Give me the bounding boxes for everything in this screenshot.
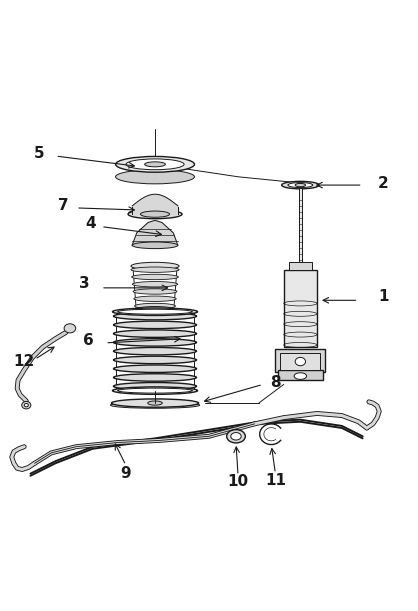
Bar: [280, 353, 320, 370]
Ellipse shape: [295, 183, 306, 187]
Ellipse shape: [135, 307, 175, 313]
Ellipse shape: [114, 356, 196, 364]
Ellipse shape: [131, 267, 179, 273]
Ellipse shape: [126, 159, 184, 170]
Ellipse shape: [114, 382, 196, 390]
Ellipse shape: [132, 274, 178, 280]
Ellipse shape: [112, 308, 198, 315]
Ellipse shape: [133, 289, 177, 294]
Ellipse shape: [128, 210, 182, 219]
Ellipse shape: [231, 433, 241, 440]
Ellipse shape: [112, 387, 198, 394]
Ellipse shape: [114, 365, 196, 373]
Ellipse shape: [294, 373, 306, 379]
Ellipse shape: [117, 388, 192, 393]
Ellipse shape: [22, 401, 31, 409]
Ellipse shape: [288, 183, 313, 188]
Ellipse shape: [114, 348, 196, 355]
Ellipse shape: [132, 242, 178, 249]
Bar: [275, 349, 325, 372]
Ellipse shape: [114, 338, 196, 346]
Ellipse shape: [114, 312, 196, 320]
Ellipse shape: [114, 374, 196, 381]
Text: 1: 1: [378, 288, 389, 304]
Text: 6: 6: [83, 333, 94, 348]
Ellipse shape: [131, 262, 179, 270]
Ellipse shape: [145, 162, 166, 167]
Text: 8: 8: [270, 375, 281, 390]
Ellipse shape: [110, 402, 200, 408]
Bar: [284, 270, 317, 347]
Bar: [299, 188, 302, 266]
Ellipse shape: [295, 357, 306, 366]
Ellipse shape: [148, 401, 162, 405]
Text: 11: 11: [265, 474, 286, 488]
Ellipse shape: [114, 330, 196, 337]
Ellipse shape: [24, 403, 28, 407]
Text: 7: 7: [59, 199, 69, 213]
Ellipse shape: [64, 324, 76, 333]
Ellipse shape: [133, 282, 178, 287]
Ellipse shape: [282, 181, 319, 189]
Bar: [289, 262, 312, 270]
Text: 10: 10: [227, 475, 249, 489]
Text: 12: 12: [14, 354, 35, 369]
Ellipse shape: [140, 211, 170, 218]
Text: 3: 3: [79, 276, 90, 291]
Ellipse shape: [115, 170, 194, 184]
Polygon shape: [132, 221, 178, 245]
Ellipse shape: [114, 321, 196, 329]
Ellipse shape: [227, 430, 245, 443]
Bar: [278, 370, 323, 380]
Text: 2: 2: [378, 175, 389, 191]
Text: 4: 4: [85, 216, 96, 231]
Text: 5: 5: [33, 147, 44, 161]
Ellipse shape: [112, 399, 199, 407]
Text: 9: 9: [121, 466, 131, 481]
Ellipse shape: [117, 309, 192, 314]
Ellipse shape: [135, 303, 176, 309]
Ellipse shape: [134, 296, 176, 301]
Ellipse shape: [115, 156, 194, 172]
